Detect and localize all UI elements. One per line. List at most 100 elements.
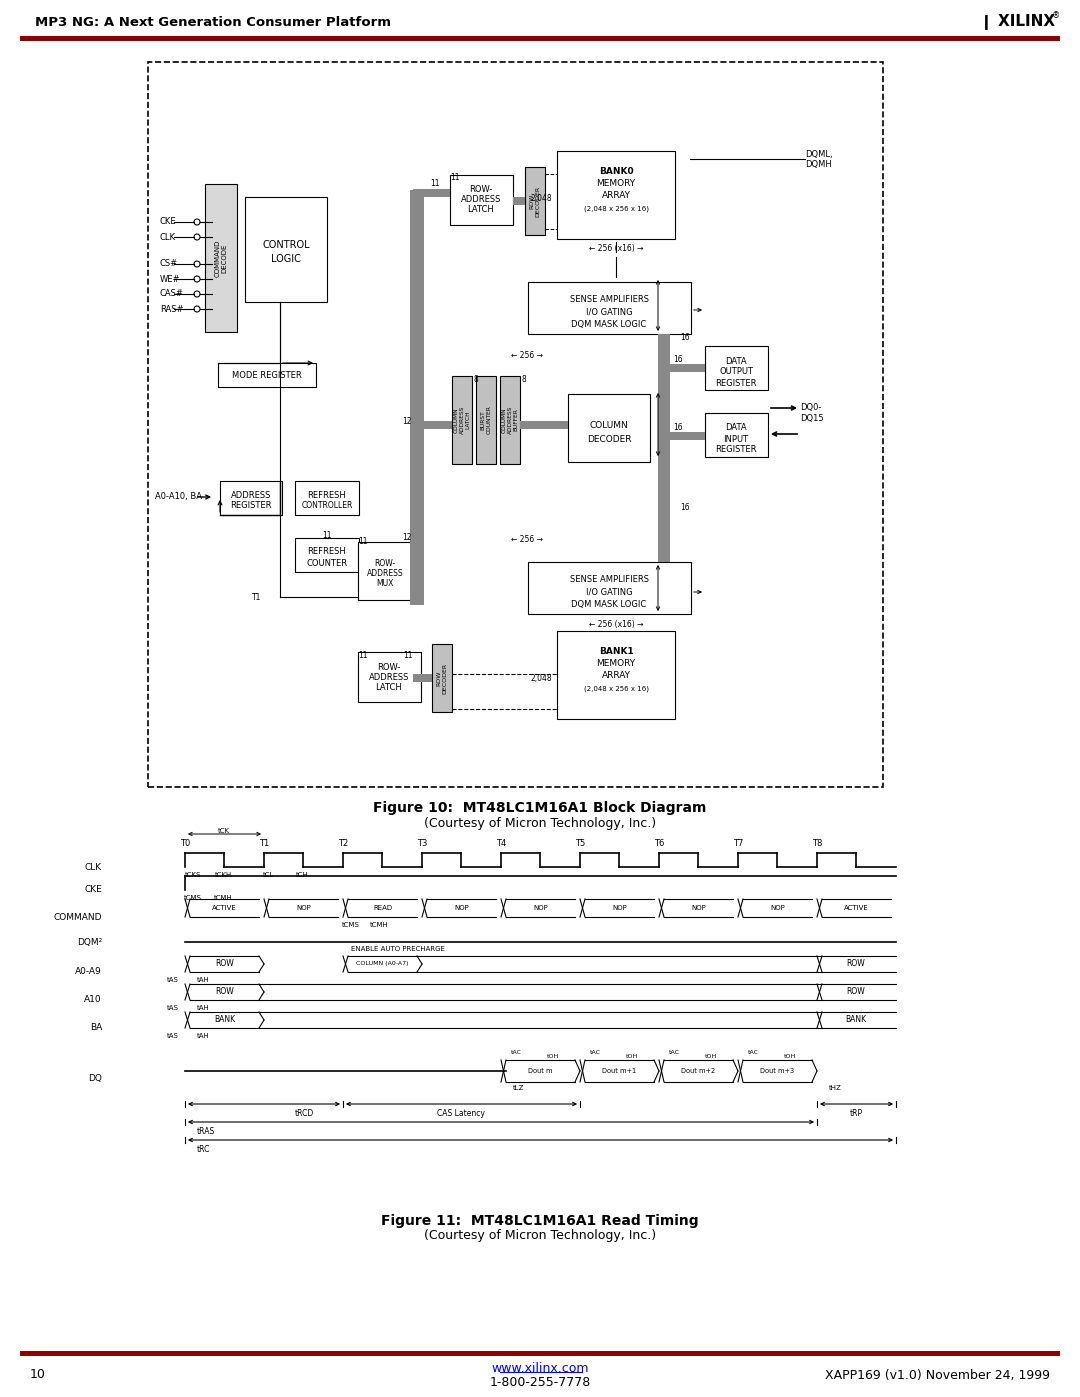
Text: Dout m: Dout m	[528, 1067, 553, 1074]
Text: MODE REGISTER: MODE REGISTER	[232, 370, 302, 380]
Text: NOP: NOP	[612, 905, 626, 911]
Text: CKE: CKE	[160, 218, 177, 226]
Text: tOH: tOH	[626, 1053, 638, 1059]
Text: ADDRESS: ADDRESS	[368, 672, 409, 682]
Text: T5: T5	[575, 840, 585, 848]
Text: tAS: tAS	[167, 1032, 179, 1039]
Bar	[658, 334, 670, 562]
Text: CLK: CLK	[85, 862, 102, 872]
Text: I/O GATING: I/O GATING	[585, 588, 632, 597]
Text: ROW-: ROW-	[470, 186, 492, 194]
Text: I/O GATING: I/O GATING	[585, 307, 632, 317]
Text: 16: 16	[673, 422, 683, 432]
Text: COLUMN: COLUMN	[590, 422, 629, 430]
Text: NOP: NOP	[534, 905, 548, 911]
Text: ← 256 (x16) →: ← 256 (x16) →	[589, 243, 644, 253]
Text: DQM²: DQM²	[77, 937, 102, 947]
Text: 11: 11	[450, 173, 459, 183]
Text: INPUT: INPUT	[724, 434, 748, 443]
Text: REFRESH: REFRESH	[308, 490, 347, 500]
Text: ← 256 →: ← 256 →	[511, 535, 543, 543]
Bar	[432, 644, 453, 712]
Bar	[148, 61, 883, 787]
Text: tCMS: tCMS	[342, 922, 360, 928]
Text: T6: T6	[653, 840, 664, 848]
Text: A10: A10	[84, 996, 102, 1004]
Text: ROW
DECODER: ROW DECODER	[436, 662, 447, 693]
Text: LATCH: LATCH	[468, 205, 495, 215]
Text: tOH: tOH	[784, 1053, 796, 1059]
Text: A0-A9: A0-A9	[76, 968, 102, 977]
Text: 2,048: 2,048	[530, 194, 552, 204]
Text: T0: T0	[180, 840, 190, 848]
Text: 11: 11	[404, 651, 413, 659]
Bar	[528, 282, 691, 334]
Text: T7: T7	[733, 840, 743, 848]
Text: 2,048: 2,048	[530, 675, 552, 683]
Text: DQM MASK LOGIC: DQM MASK LOGIC	[571, 599, 647, 609]
Text: (2,048 x 256 x 16): (2,048 x 256 x 16)	[583, 686, 648, 693]
Text: tAC: tAC	[511, 1049, 522, 1055]
Text: T1: T1	[259, 840, 269, 848]
Text: BANK0: BANK0	[598, 168, 633, 176]
Text: A0-A10, BA: A0-A10, BA	[156, 493, 202, 502]
Text: COMMAND: COMMAND	[54, 912, 102, 922]
Bar	[557, 631, 675, 719]
Text: T4: T4	[496, 840, 507, 848]
Bar	[500, 376, 519, 464]
Text: ACTIVE: ACTIVE	[845, 905, 869, 911]
Text: T2: T2	[338, 840, 348, 848]
Bar	[295, 538, 359, 571]
Bar	[220, 481, 282, 515]
Text: ADDRESS: ADDRESS	[461, 196, 501, 204]
Text: tCMH: tCMH	[214, 895, 232, 901]
Bar	[705, 346, 768, 390]
Text: ®: ®	[1052, 11, 1061, 21]
Text: tRCD: tRCD	[295, 1109, 313, 1119]
Text: ROW-: ROW-	[377, 662, 401, 672]
Text: MEMORY: MEMORY	[596, 179, 635, 189]
Text: Figure 10:  MT48LC1M16A1 Block Diagram: Figure 10: MT48LC1M16A1 Block Diagram	[374, 800, 706, 814]
Text: BANK1: BANK1	[598, 647, 633, 657]
Text: CAS Latency: CAS Latency	[437, 1109, 485, 1119]
Bar	[453, 376, 472, 464]
Text: Dout m+1: Dout m+1	[603, 1067, 636, 1074]
Text: 8: 8	[474, 374, 478, 384]
Text: tRAS: tRAS	[197, 1127, 215, 1137]
Text: CAS#: CAS#	[160, 289, 184, 299]
Text: BANK: BANK	[214, 1016, 235, 1024]
Bar	[413, 189, 450, 197]
Bar	[357, 542, 413, 599]
Bar	[357, 652, 421, 703]
Text: 16: 16	[680, 332, 690, 341]
Bar	[669, 432, 705, 440]
Text: ROW: ROW	[215, 988, 234, 996]
Text: WE#: WE#	[160, 274, 180, 284]
Text: COMMAND
DECODE: COMMAND DECODE	[215, 239, 228, 277]
Bar	[476, 376, 496, 464]
Text: tAS: tAS	[167, 1004, 179, 1011]
Text: NOP: NOP	[770, 905, 785, 911]
Bar	[295, 481, 359, 515]
Text: tOH: tOH	[546, 1053, 559, 1059]
Text: 16: 16	[680, 503, 690, 511]
Text: Dout m+2: Dout m+2	[681, 1067, 716, 1074]
Text: ACTIVE: ACTIVE	[212, 905, 237, 911]
Text: 11: 11	[322, 531, 332, 539]
Text: tRC: tRC	[197, 1146, 211, 1154]
Text: XAPP169 (v1.0) November 24, 1999: XAPP169 (v1.0) November 24, 1999	[825, 1369, 1050, 1382]
Text: www.xilinx.com: www.xilinx.com	[491, 1362, 589, 1375]
Text: tHZ: tHZ	[828, 1085, 841, 1091]
Text: NOP: NOP	[691, 905, 706, 911]
Text: Figure 11:  MT48LC1M16A1 Read Timing: Figure 11: MT48LC1M16A1 Read Timing	[381, 1214, 699, 1228]
Text: DECODER: DECODER	[586, 434, 631, 443]
Text: DQ: DQ	[89, 1074, 102, 1084]
Text: CKE: CKE	[84, 886, 102, 894]
Text: ADDRESS: ADDRESS	[231, 490, 271, 500]
Text: Dout m+3: Dout m+3	[760, 1067, 795, 1074]
Text: COLUMN
ADDRESS
LATCH: COLUMN ADDRESS LATCH	[454, 405, 470, 434]
Text: ROW: ROW	[847, 988, 865, 996]
Bar	[218, 363, 316, 387]
Text: CS#: CS#	[160, 260, 178, 268]
Text: REGISTER: REGISTER	[715, 446, 757, 454]
